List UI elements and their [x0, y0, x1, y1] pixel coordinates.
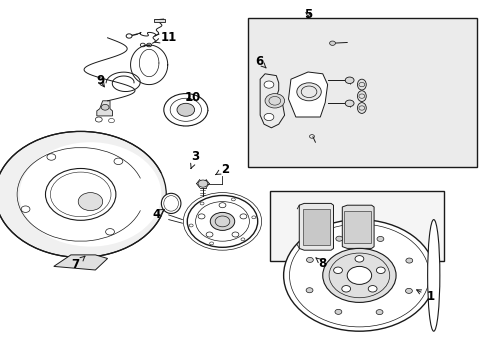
Circle shape: [187, 195, 257, 247]
Bar: [248, 18, 476, 167]
Circle shape: [305, 288, 312, 293]
Circle shape: [126, 34, 132, 38]
Circle shape: [240, 214, 246, 219]
Ellipse shape: [357, 91, 366, 102]
Circle shape: [345, 77, 353, 84]
Circle shape: [329, 41, 335, 45]
Text: 7: 7: [72, 256, 85, 271]
Circle shape: [198, 214, 204, 219]
Polygon shape: [97, 101, 112, 116]
Circle shape: [283, 220, 434, 331]
Text: 11: 11: [155, 31, 177, 44]
Text: 5: 5: [304, 8, 311, 21]
Circle shape: [322, 248, 395, 302]
Ellipse shape: [427, 220, 439, 331]
Circle shape: [345, 100, 353, 107]
Text: 3: 3: [190, 150, 199, 168]
Circle shape: [296, 83, 321, 101]
Bar: [154, 19, 164, 22]
Circle shape: [341, 285, 350, 292]
Polygon shape: [299, 203, 333, 250]
Circle shape: [219, 203, 225, 208]
Circle shape: [206, 232, 213, 237]
Circle shape: [264, 94, 284, 108]
Circle shape: [177, 103, 194, 116]
Text: 8: 8: [315, 257, 326, 270]
Circle shape: [405, 288, 411, 293]
Circle shape: [333, 267, 342, 274]
Bar: [270, 191, 443, 261]
Circle shape: [334, 309, 341, 314]
Text: 6: 6: [255, 55, 265, 68]
Circle shape: [101, 104, 109, 110]
Ellipse shape: [357, 79, 366, 90]
Polygon shape: [342, 205, 373, 248]
Text: 1: 1: [416, 290, 433, 303]
Circle shape: [405, 258, 412, 263]
Circle shape: [335, 236, 342, 241]
Text: 2: 2: [215, 163, 228, 176]
Circle shape: [376, 237, 383, 242]
Circle shape: [306, 257, 313, 262]
Circle shape: [376, 267, 385, 274]
Text: 9: 9: [96, 75, 104, 87]
Circle shape: [346, 266, 371, 284]
Circle shape: [264, 81, 273, 88]
Circle shape: [375, 310, 382, 315]
Ellipse shape: [357, 103, 366, 113]
Polygon shape: [288, 72, 327, 117]
Bar: [303, 209, 329, 245]
Circle shape: [198, 180, 207, 187]
Circle shape: [0, 131, 166, 257]
Circle shape: [264, 113, 273, 121]
Ellipse shape: [161, 193, 181, 213]
Text: 10: 10: [184, 91, 201, 104]
Circle shape: [354, 256, 363, 262]
Bar: [343, 211, 370, 243]
Circle shape: [210, 212, 234, 230]
Circle shape: [163, 94, 207, 126]
Circle shape: [78, 193, 102, 211]
Circle shape: [45, 168, 116, 220]
Polygon shape: [260, 74, 284, 128]
Circle shape: [367, 285, 376, 292]
Circle shape: [231, 232, 238, 237]
Polygon shape: [54, 255, 107, 270]
Text: 4: 4: [152, 208, 164, 221]
Circle shape: [20, 142, 161, 247]
